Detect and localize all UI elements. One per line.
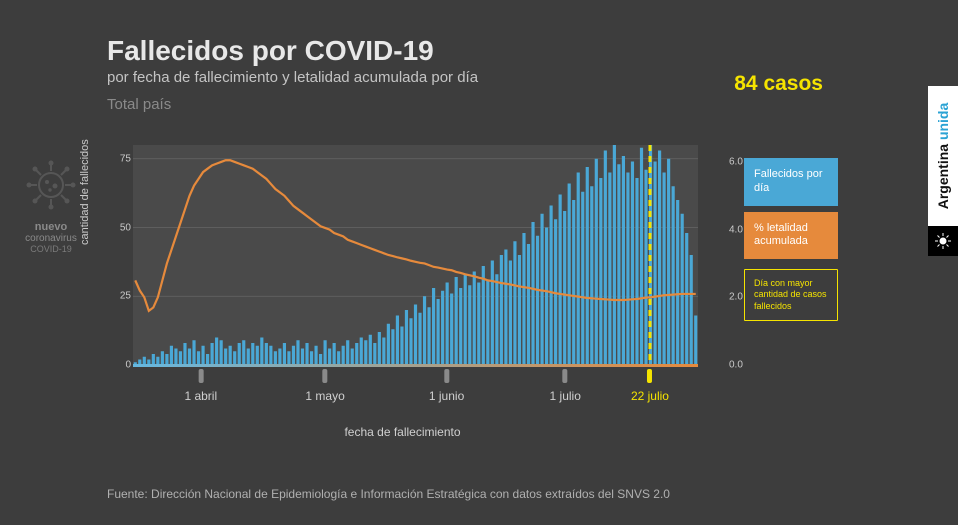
axis-baseline [133,364,698,367]
sun-icon [934,232,952,250]
virus-icon [26,160,76,210]
legend-note: Día con mayor cantidad de casos fallecid… [744,269,838,321]
icon-label-3: COVID-19 [12,244,90,254]
y-axis-label: cantidad de fallecidos [79,139,91,245]
x-ticks: 1 abril 1 mayo 1 junio 1 julio 22 julio [133,369,698,409]
banner-text: Argentina unida [935,103,951,210]
page-title: Fallecidos por COVID-19 [107,35,828,67]
x-tick: 1 mayo [305,369,344,403]
x-axis-label: fecha de fallecimiento [107,425,672,439]
legend: Fallecidos por día % letalidad acumulada… [744,158,838,321]
y-tick: 50 [120,222,131,233]
brand-banner: Argentina unida [928,86,958,256]
y-tick: 75 [120,153,131,164]
y-left-ticks: 0255075 [103,145,131,365]
line-series [135,160,695,311]
y-tick: 0 [125,360,131,371]
y2-tick: 0.0 [729,360,743,371]
highlight-value: 84 casos [734,72,823,96]
y2-tick: 4.0 [729,224,743,235]
bar-series [134,145,698,365]
header-block: Fallecidos por COVID-19 por fecha de fal… [107,35,828,113]
chart: cantidad de fallecidos 0255075 0.02.04.0… [107,145,727,439]
x-tick: 1 julio [550,369,581,403]
y-tick: 25 [120,291,131,302]
x-tick: 22 julio [631,369,669,403]
plot-svg [133,145,698,365]
legend-item-line: % letalidad acumulada [744,212,838,260]
source-text: Fuente: Dirección Nacional de Epidemiolo… [107,487,670,501]
banner-emblem [928,226,958,256]
x-tick: 1 abril [184,369,217,403]
legend-item-bars: Fallecidos por día [744,158,838,206]
y2-tick: 6.0 [729,156,743,167]
y2-tick: 2.0 [729,292,743,303]
x-tick: 1 junio [429,369,464,403]
banner-white: Argentina unida [928,86,958,226]
plot-area [133,145,698,365]
page-subtitle: por fecha de fallecimiento y letalidad a… [107,69,828,86]
region-label: Total país [107,96,828,113]
